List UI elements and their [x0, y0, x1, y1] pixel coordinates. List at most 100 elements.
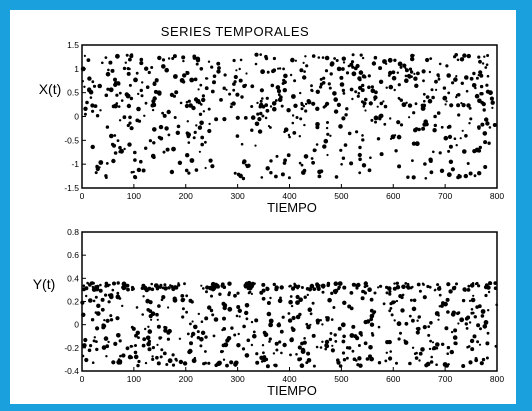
plot-y-point [297, 345, 302, 350]
plot-y-point [191, 358, 197, 364]
plot-x-point [200, 103, 203, 106]
plot-x-point [404, 68, 409, 73]
plot-y-point [167, 328, 172, 334]
plot-y-point [233, 362, 238, 367]
plot-x-point [339, 148, 343, 152]
plot-y-point [299, 363, 305, 369]
plot-x-point [113, 103, 118, 109]
plot-x-point [201, 94, 205, 98]
plot-y-point [429, 321, 433, 325]
plot-y-point [264, 357, 269, 362]
plot-y-point [156, 324, 161, 329]
plot-y-point [443, 301, 448, 307]
plot-y-point [177, 283, 181, 287]
plot-y-point [363, 341, 368, 346]
plot-x-point [413, 72, 416, 75]
plot-x-point [369, 156, 372, 159]
plot-x-point [207, 60, 211, 63]
plot-y-point [453, 328, 458, 333]
plot-x-point [396, 134, 402, 140]
plot-y-point [93, 336, 97, 339]
plot-y-point [369, 308, 374, 313]
plot-x-point [391, 75, 397, 81]
plot-x-point [265, 96, 269, 100]
plot-x-point [258, 104, 263, 109]
plot-y-point [385, 291, 389, 295]
plot-y-point [163, 328, 168, 333]
plot-y-point [469, 338, 475, 344]
plot-x-point [474, 93, 480, 99]
plot-x-point [157, 135, 162, 140]
plot-x-point [319, 169, 324, 174]
plot-x-point [108, 87, 114, 93]
plot-y-point [347, 304, 352, 309]
plot-x-point [145, 85, 150, 89]
plot-x-point [127, 142, 132, 147]
plot-y-point [341, 351, 346, 355]
plot-x-point [475, 76, 479, 80]
plot-x-point [405, 101, 408, 105]
plot-y-point [430, 355, 434, 359]
plot-x-point [485, 83, 489, 87]
plot-y-point [435, 342, 440, 347]
plot-x-point [158, 124, 164, 130]
plot-y-point [242, 324, 246, 329]
plot-y-point [125, 283, 130, 288]
plot-x-point [141, 168, 146, 173]
plot-x-ticks: 0 100 200 300 400 500 600 700 800 -1.5 -1 -0.5 0 0.5 1… [64, 40, 504, 201]
plot-y-point [309, 283, 315, 289]
plot-x-point [376, 137, 381, 141]
plot-y-point [261, 296, 266, 301]
plot-x-point [161, 64, 166, 69]
plot-x-point [264, 103, 269, 107]
plot-y-point [415, 330, 420, 335]
plot-y-point [265, 286, 269, 290]
plot-y-point [250, 292, 253, 295]
plot-y-point [189, 341, 193, 346]
plot-x-point [204, 166, 207, 170]
plot-y-point [159, 355, 163, 359]
plot-x-point [124, 61, 128, 64]
plot-y-point [95, 340, 98, 343]
plot-x-point [113, 134, 117, 137]
plot-x-point [310, 84, 313, 88]
plot-x-point [433, 114, 437, 119]
plot-x-point [329, 61, 335, 66]
plot-x-point [277, 93, 281, 97]
plot-x-point [341, 67, 345, 71]
plot-y-point [429, 339, 432, 343]
plot-x-point [139, 61, 144, 66]
plot-y-point [106, 283, 110, 287]
plot-x-point [311, 54, 316, 58]
plot-y-ytick-label: 0.4 [67, 273, 79, 283]
plot-x-point [489, 96, 494, 101]
plot-y-point [129, 344, 133, 348]
plot-x-point [153, 89, 158, 94]
plot-y-point [393, 319, 396, 322]
plot-x-point [169, 169, 175, 175]
plot-x-point [290, 57, 295, 63]
plot-y-point [172, 297, 178, 303]
plot-x-points [80, 52, 497, 181]
plot-x-point [438, 62, 442, 66]
plot-x-point [196, 99, 201, 103]
plot-x-point [437, 75, 440, 78]
plot-x-point [293, 79, 297, 83]
plot-y-point [207, 361, 211, 365]
plot-x-point [357, 152, 362, 158]
plot-x-point [300, 102, 304, 107]
plot-x-point [90, 144, 95, 150]
plot-x-point [474, 86, 477, 90]
plot-x-point [179, 78, 185, 83]
plot-x-point [468, 171, 473, 176]
plot-x-point [485, 121, 490, 126]
plot-y-point [412, 298, 417, 303]
plot-y-point [268, 318, 274, 324]
plot-x-point [89, 96, 93, 99]
plot-y-point [372, 311, 376, 315]
plot-x-point [259, 88, 264, 93]
plot-y-point [94, 295, 98, 299]
plot-y-point [246, 338, 251, 343]
plot-y-point [202, 287, 205, 290]
plot-y-point [388, 292, 392, 296]
